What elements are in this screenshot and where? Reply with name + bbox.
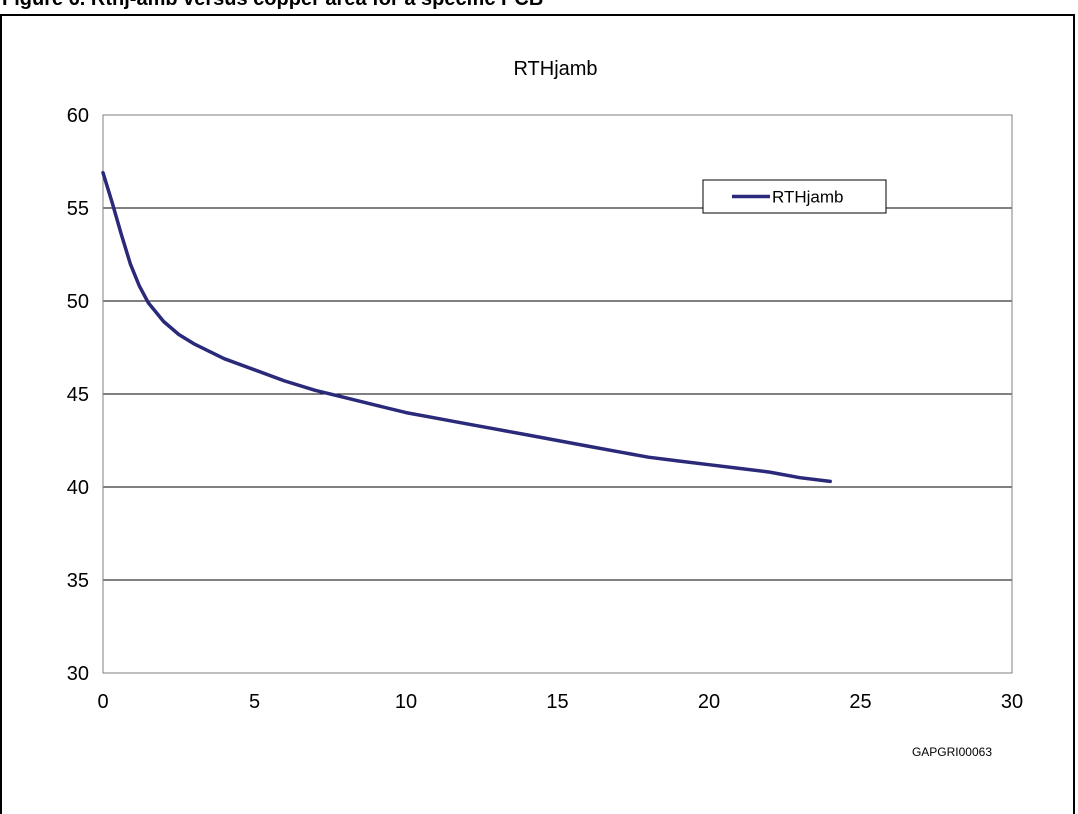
x-axis-tick-labels: 0 5 10 15 20 25 30 [97, 691, 1023, 713]
series-lines [101, 170, 832, 484]
figure-caption: Figure 6. Rthj-amb versus copper area fo… [0, 0, 1078, 14]
figure-caption-text: Figure 6. Rthj-amb versus copper area fo… [2, 0, 543, 11]
y-axis-tick-labels: 30 35 40 45 50 55 60 [67, 105, 89, 685]
y-tick-label: 45 [67, 384, 89, 406]
x-tick-label: 5 [249, 691, 260, 713]
chart-title: RTHjamb [513, 58, 597, 80]
y-tick-label: 30 [67, 663, 89, 685]
x-tick-label: 10 [395, 691, 417, 713]
x-tick-label: 0 [97, 691, 108, 713]
y-tick-label: 50 [67, 291, 89, 313]
legend-label: RTHjamb [772, 188, 843, 207]
y-tick-label: 60 [67, 105, 89, 127]
grid-lines [103, 207, 1012, 581]
y-tick-label: 35 [67, 570, 89, 592]
y-tick-label: 40 [67, 477, 89, 499]
x-tick-label: 15 [546, 691, 568, 713]
legend-box [702, 179, 887, 214]
y-tick-label: 55 [67, 198, 89, 220]
x-tick-label: 20 [698, 691, 720, 713]
figure-frame [0, 14, 1075, 814]
series-line-0 [101, 170, 832, 484]
plot-area [102, 114, 1013, 674]
chart-legend: RTHjamb [702, 179, 887, 214]
x-tick-label: 25 [849, 691, 871, 713]
x-tick-label: 30 [1001, 691, 1023, 713]
figure-reference-code: GAPGRI00063 [912, 745, 992, 759]
